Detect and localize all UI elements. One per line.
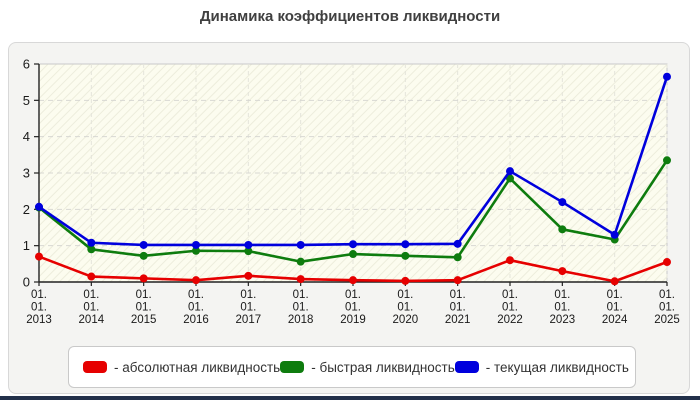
chart-legend: - абсолютная ликвидность - быстрая ликви… bbox=[68, 346, 636, 388]
svg-text:01.: 01. bbox=[607, 302, 623, 314]
svg-text:2022: 2022 bbox=[497, 314, 523, 326]
svg-text:01.: 01. bbox=[31, 289, 47, 301]
svg-text:01.: 01. bbox=[450, 289, 466, 301]
legend-label: - быстрая ликвидность bbox=[311, 359, 455, 375]
svg-text:2018: 2018 bbox=[288, 314, 314, 326]
svg-text:01.: 01. bbox=[240, 289, 256, 301]
footer-bar bbox=[0, 396, 700, 400]
svg-text:01.: 01. bbox=[83, 302, 99, 314]
svg-text:2013: 2013 bbox=[26, 314, 52, 326]
svg-text:01.: 01. bbox=[659, 289, 675, 301]
svg-text:01.: 01. bbox=[136, 302, 152, 314]
svg-text:01.: 01. bbox=[188, 302, 204, 314]
svg-text:01.: 01. bbox=[659, 302, 675, 314]
svg-text:01.: 01. bbox=[502, 289, 518, 301]
svg-text:01.: 01. bbox=[31, 302, 47, 314]
svg-text:2: 2 bbox=[23, 202, 30, 217]
chart-svg: 012345601.01.201301.01.201401.01.201501.… bbox=[23, 57, 680, 327]
svg-text:2025: 2025 bbox=[654, 314, 680, 326]
svg-text:01.: 01. bbox=[397, 302, 413, 314]
svg-text:01.: 01. bbox=[554, 289, 570, 301]
legend-item-current-liquidity: - текущая ликвидность bbox=[454, 359, 629, 375]
series-текущая-ликвидность bbox=[35, 72, 671, 249]
legend-swatch-green bbox=[280, 361, 305, 373]
legend-swatch-red bbox=[83, 361, 107, 373]
legend-label: - текущая ликвидность bbox=[485, 359, 629, 375]
chart-title: Динамика коэффициентов ликвидности bbox=[199, 8, 501, 25]
svg-text:2017: 2017 bbox=[236, 314, 262, 326]
series-абсолютная-ликвидность bbox=[35, 252, 671, 286]
svg-text:01.: 01. bbox=[450, 302, 466, 314]
svg-text:01.: 01. bbox=[554, 302, 570, 314]
svg-text:2014: 2014 bbox=[79, 314, 105, 326]
svg-text:01.: 01. bbox=[188, 289, 204, 301]
svg-text:0: 0 bbox=[23, 275, 30, 290]
legend-swatch-blue bbox=[454, 361, 479, 373]
svg-text:2024: 2024 bbox=[602, 314, 628, 326]
svg-text:6: 6 bbox=[23, 57, 30, 72]
svg-text:2021: 2021 bbox=[445, 314, 471, 326]
svg-text:01.: 01. bbox=[607, 289, 623, 301]
svg-text:01.: 01. bbox=[293, 289, 309, 301]
legend-label: - абсолютная ликвидность bbox=[114, 359, 281, 375]
legend-item-quick-liquidity: - быстрая ликвидность bbox=[280, 360, 455, 375]
svg-text:01.: 01. bbox=[502, 302, 518, 314]
axes: 012345601.01.201301.01.201401.01.201501.… bbox=[23, 57, 680, 327]
svg-text:2016: 2016 bbox=[183, 314, 209, 326]
svg-text:5: 5 bbox=[23, 93, 30, 108]
series-быстрая-ликвидность bbox=[35, 156, 671, 266]
svg-text:01.: 01. bbox=[397, 289, 413, 301]
svg-text:3: 3 bbox=[23, 166, 30, 181]
svg-text:01.: 01. bbox=[136, 289, 152, 301]
svg-text:2019: 2019 bbox=[340, 314, 366, 326]
svg-text:01.: 01. bbox=[83, 289, 99, 301]
svg-text:2020: 2020 bbox=[393, 314, 419, 326]
svg-text:4: 4 bbox=[23, 129, 30, 144]
svg-text:01.: 01. bbox=[345, 289, 361, 301]
legend-item-absolute-liquidity: - абсолютная ликвидность bbox=[83, 360, 280, 375]
svg-text:01.: 01. bbox=[345, 302, 361, 314]
svg-text:2023: 2023 bbox=[550, 314, 576, 326]
svg-text:01.: 01. bbox=[293, 302, 309, 314]
chart-panel: 0 1 2 3 4 5 6 01. 01. 2013 01. 01. 2014 01. 01. 2015 01.… bbox=[8, 42, 690, 394]
svg-text:2015: 2015 bbox=[131, 314, 157, 326]
svg-text:1: 1 bbox=[23, 238, 30, 253]
svg-text:01.: 01. bbox=[240, 302, 256, 314]
